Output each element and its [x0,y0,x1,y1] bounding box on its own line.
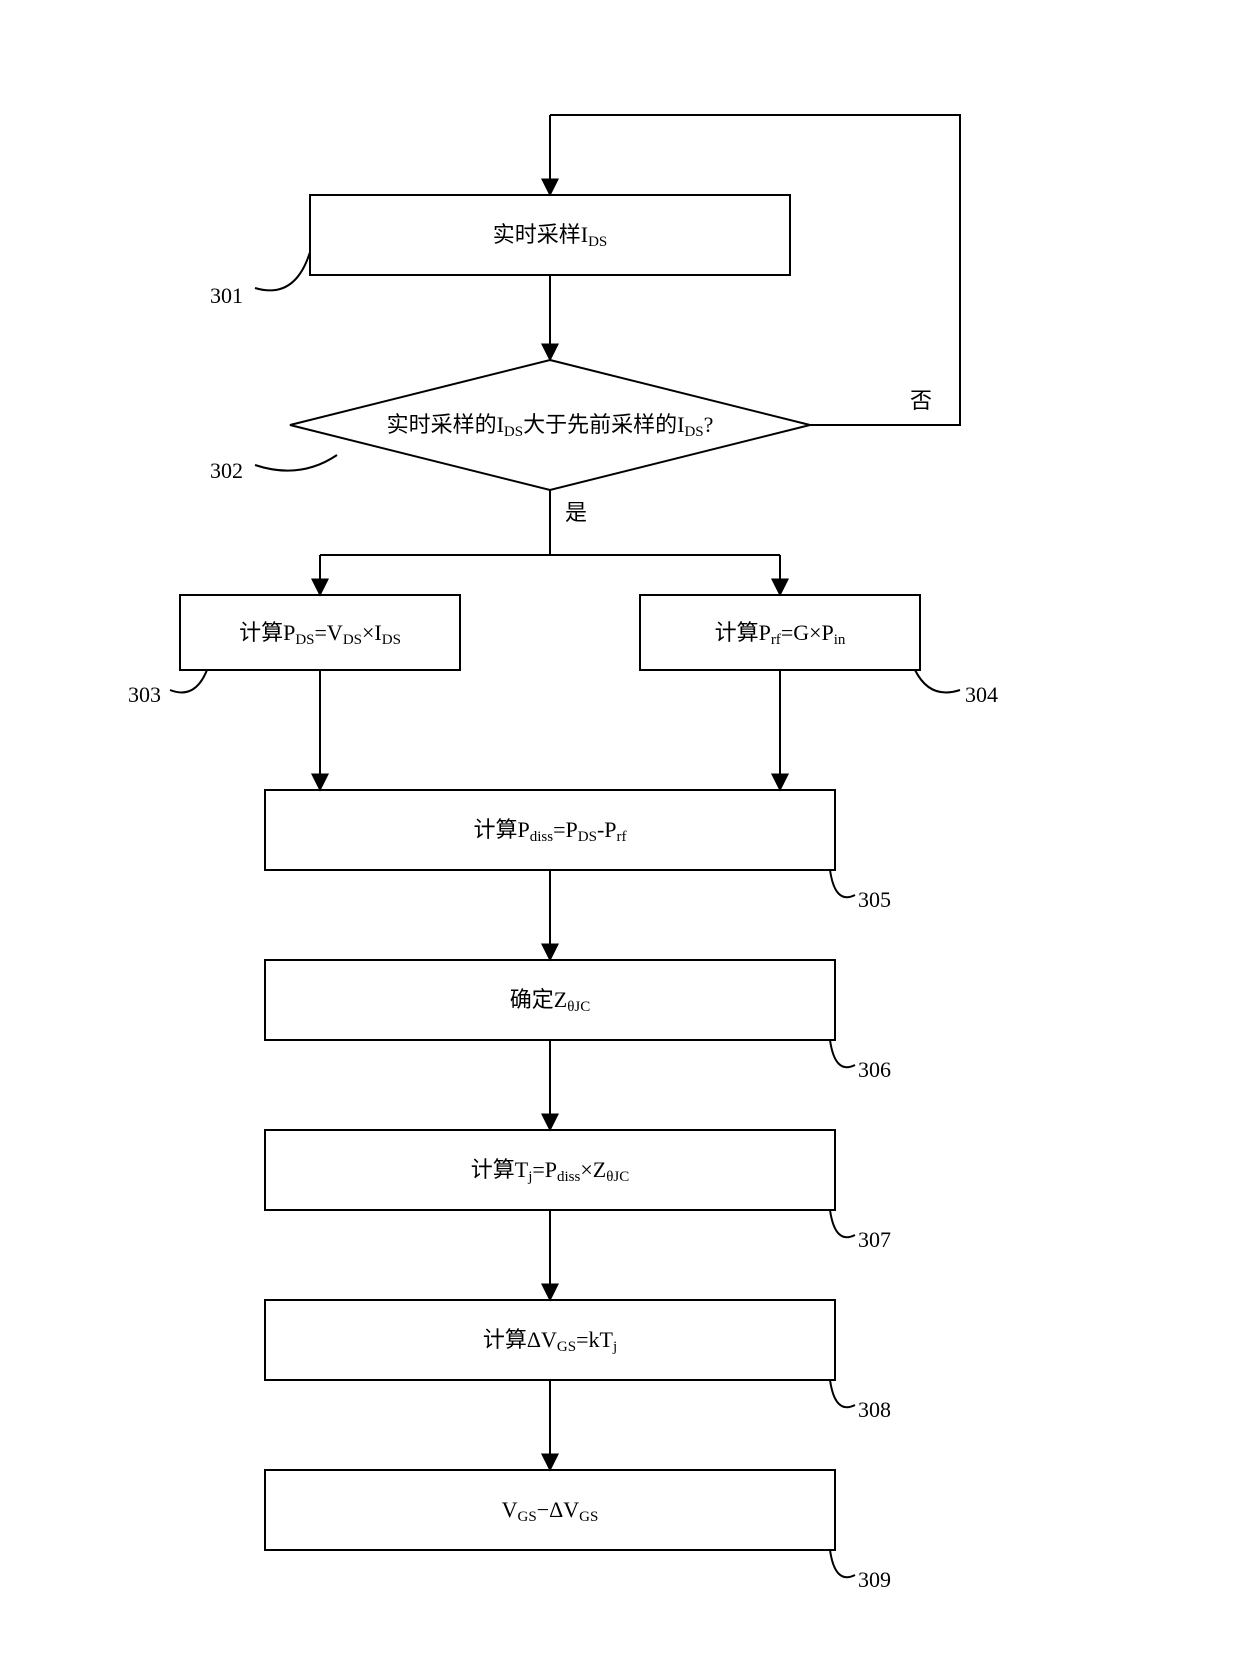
callout-306: 306 [830,1040,891,1082]
node-307: 计算Tj=Pdiss×ZθJC [265,1130,835,1210]
node-301: 实时采样IDS [310,195,790,275]
node-307-text: 计算Tj=Pdiss×ZθJC [471,1157,630,1185]
node-303: 计算PDS=VDS×IDS [180,595,460,670]
node-309: VGS−ΔVGS [265,1470,835,1550]
callout-304: 304 [915,670,998,707]
node-302: 实时采样的IDS大于先前采样的IDS? [290,360,810,490]
ref-302-text: 302 [210,458,243,483]
node-308: 计算ΔVGS=kTj [265,1300,835,1380]
node-303-text: 计算PDS=VDS×IDS [239,620,401,648]
callout-301: 301 [210,252,310,308]
ref-305-text: 305 [858,887,891,912]
node-304: 计算Prf=G×Pin [640,595,920,670]
ref-301-text: 301 [210,283,243,308]
ref-303-text: 303 [128,682,161,707]
ref-309-text: 309 [858,1567,891,1592]
node-302-text: 实时采样的IDS大于先前采样的IDS? [387,412,714,440]
callout-303: 303 [128,670,207,707]
ref-308-text: 308 [858,1397,891,1422]
node-306: 确定ZθJC [265,960,835,1040]
ref-304-text: 304 [965,682,998,707]
ref-306-text: 306 [858,1057,891,1082]
callout-309: 309 [830,1550,891,1592]
node-308-text: 计算ΔVGS=kTj [483,1327,617,1355]
ref-307-text: 307 [858,1227,891,1252]
callout-302: 302 [210,455,337,483]
flowchart-canvas: 实时采样IDS 实时采样的IDS大于先前采样的IDS? 计算PDS=VDS×ID… [0,0,1240,1674]
node-304-text: 计算Prf=G×Pin [715,620,846,648]
branch-label-no: 否 [910,388,932,413]
node-305: 计算Pdiss=PDS-Prf [265,790,835,870]
branch-label-yes: 是 [565,500,587,525]
callout-305: 305 [830,870,891,912]
callout-308: 308 [830,1380,891,1422]
callout-307: 307 [830,1210,891,1252]
